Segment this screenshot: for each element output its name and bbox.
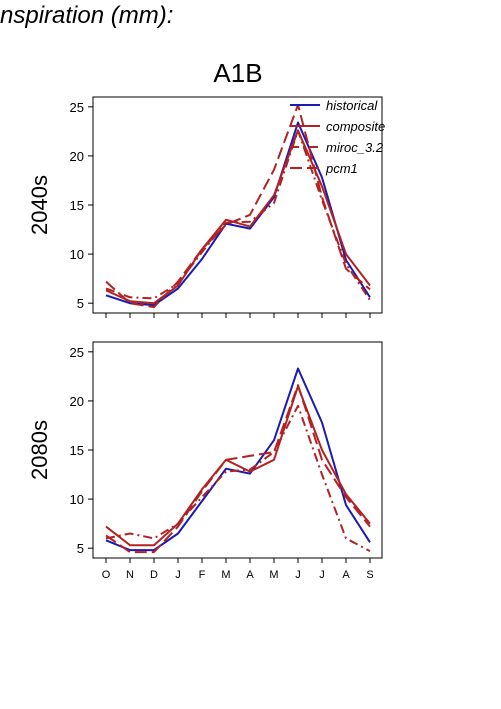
legend-label: composite — [326, 119, 385, 134]
y-tick-label: 5 — [77, 296, 84, 311]
y-tick-label: 25 — [70, 100, 84, 115]
series-line-pcm1 — [105, 103, 371, 309]
chart-panels: 5 10 15 20 25 2040s historical composite miroc_3… — [27, 96, 385, 581]
y-tick-label: 15 — [70, 198, 84, 213]
x-tick-label: D — [150, 569, 158, 581]
y-tick-label: 20 — [70, 394, 84, 409]
legend-label: historical — [326, 98, 378, 113]
series-line-composite — [105, 385, 371, 547]
x-tick-label: J — [319, 569, 325, 581]
x-tick-label: A — [342, 569, 350, 581]
row-label: 2040s — [27, 175, 52, 235]
legend-label: miroc_3.2 — [326, 140, 384, 155]
series-line-historical — [105, 121, 371, 307]
y-tick-label: 5 — [77, 541, 84, 556]
y-tick-label: 25 — [70, 345, 84, 360]
page-title: nspiration (mm): — [0, 2, 174, 29]
plot-frame — [92, 341, 383, 559]
series-line-miroc-3-2 — [105, 404, 371, 552]
y-tick-label: 20 — [70, 149, 84, 164]
series-line-pcm1 — [105, 384, 371, 554]
series-line-miroc-3-2 — [105, 129, 371, 301]
x-tick-label: M — [221, 569, 230, 581]
x-tick-label: A — [246, 569, 254, 581]
x-tick-label: N — [126, 569, 134, 581]
legend: historical composite miroc_3.2 pcm1 — [290, 98, 385, 176]
panel-2040s: 5 10 15 20 25 2040s historical composite miroc_3… — [27, 96, 385, 318]
series-line-composite — [105, 129, 371, 305]
y-tick-label: 10 — [70, 247, 84, 262]
series-line-historical — [105, 367, 371, 552]
chart-title: A1B — [213, 58, 262, 88]
x-tick-label: M — [269, 569, 278, 581]
y-tick-label: 15 — [70, 443, 84, 458]
y-tick-label: 10 — [70, 492, 84, 507]
legend-label: pcm1 — [325, 161, 358, 176]
x-tick-label: O — [102, 569, 111, 581]
panel-2080s: 5 10 15 20 25 O N D J F M A M J J A S 2080s — [27, 341, 383, 581]
row-label: 2080s — [27, 420, 52, 480]
x-tick-label: S — [366, 569, 373, 581]
x-tick-label: F — [199, 569, 206, 581]
x-tick-label: J — [175, 569, 181, 581]
x-tick-label: J — [295, 569, 301, 581]
